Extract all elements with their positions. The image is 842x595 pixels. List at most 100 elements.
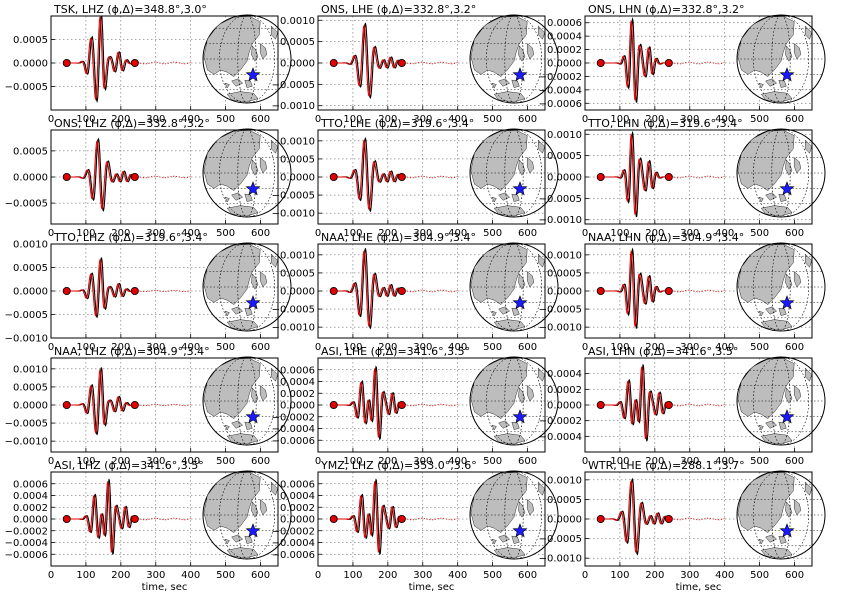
x-tick-label: 100 [76, 228, 95, 239]
event-star-icon [779, 181, 795, 196]
land-shape [737, 16, 795, 77]
panel-title: TTO, LHE (ϕ,Δ)=319.6°,3.4° [320, 117, 474, 130]
window-marker [130, 59, 139, 68]
x-tick-label: 100 [610, 342, 629, 353]
globe-inset [736, 128, 826, 218]
window-marker [62, 515, 71, 524]
window-marker [596, 515, 605, 524]
event-star-icon [512, 181, 528, 196]
land-shape [527, 157, 535, 174]
synthetic-tail-line [668, 517, 725, 521]
synthetic-tail-line [668, 61, 725, 65]
land-shape [737, 130, 795, 191]
globe-inset [202, 242, 292, 332]
axes-frame [584, 15, 813, 111]
x-tick-label: 500 [216, 228, 235, 239]
globe-inset [202, 470, 292, 560]
synthetic-tail-line [401, 517, 458, 521]
x-tick-label: 500 [750, 114, 769, 125]
y-tick-label: 0.0010 [280, 136, 315, 147]
synthetic-tail-line [401, 175, 458, 179]
panel-title: ASI, LHZ (ϕ,Δ)=341.6°,3.5° [54, 459, 204, 472]
x-tick-label: 600 [251, 456, 270, 467]
x-tick-label: 300 [680, 228, 699, 239]
globe-inset [469, 14, 559, 104]
x-tick-label: 0 [48, 228, 54, 239]
y-tick-label: 0.0000 [13, 287, 48, 298]
meridian-line [753, 15, 809, 103]
window-marker [329, 515, 338, 524]
x-tick-label: 200 [111, 570, 130, 581]
land-shape [226, 547, 259, 559]
x-tick-label: 500 [483, 228, 502, 239]
globe-inset [736, 14, 826, 104]
window-marker [397, 515, 406, 524]
window-marker [130, 286, 139, 295]
land-shape [470, 472, 528, 533]
meridian-line [219, 357, 275, 445]
axes-frame [584, 357, 813, 453]
meridian-line [753, 243, 809, 331]
land-shape [226, 433, 259, 445]
land-shape [760, 433, 793, 445]
window-marker [664, 172, 673, 181]
axes-frame [50, 15, 279, 111]
land-shape [527, 385, 535, 402]
x-tick-label: 600 [251, 342, 270, 353]
y-tick-label: 0.0005 [280, 154, 315, 165]
land-shape [737, 244, 795, 305]
x-tick-label: 600 [785, 228, 804, 239]
y-tick-label: −0.0004 [5, 538, 48, 549]
globe-inset [202, 128, 292, 218]
panel-title: ONS, LHZ (ϕ,Δ)=332.8°,3.2° [54, 117, 210, 130]
x-tick-label: 300 [413, 228, 432, 239]
y-tick-label: 0.0004 [280, 491, 315, 502]
x-tick-label: 0 [315, 114, 321, 125]
window-marker [397, 400, 406, 409]
synthetic-tail-line [134, 403, 191, 407]
y-tick-label: −0.0004 [272, 424, 315, 435]
x-tick-label: 300 [413, 342, 432, 353]
x-tick-label: 500 [216, 342, 235, 353]
land-shape [491, 196, 497, 203]
land-shape [203, 358, 261, 419]
axes-frame [50, 129, 279, 225]
x-tick-label: 600 [518, 456, 537, 467]
x-tick-label: 200 [111, 342, 130, 353]
x-tick-label: 200 [378, 114, 397, 125]
land-shape [758, 82, 764, 89]
meridian-line [219, 15, 275, 103]
y-tick-label: 0.0005 [13, 146, 48, 157]
land-shape [226, 205, 259, 217]
panel-5: 0 100 200 300 400 500 600 −0.0010 −0.0005 0.0000 0… [539, 117, 826, 239]
land-shape [765, 534, 777, 543]
synthetic-series-line [600, 19, 669, 101]
land-shape [737, 472, 795, 533]
event-star-icon [245, 181, 261, 196]
y-tick-label: −0.0005 [539, 194, 582, 205]
meridian-line [753, 357, 809, 445]
y-tick-label: 0.0002 [547, 385, 582, 396]
axes-frame [317, 243, 546, 339]
observed-series-line [600, 247, 669, 329]
window-marker [130, 515, 139, 524]
x-tick-label: 300 [680, 342, 699, 353]
land-shape [491, 424, 497, 431]
event-star-icon [245, 67, 261, 82]
land-shape [231, 534, 243, 543]
y-tick-label: −0.0005 [5, 199, 48, 210]
x-tick-label: 0 [315, 570, 321, 581]
y-tick-label: −0.0005 [272, 305, 315, 316]
x-tick-label: 400 [715, 114, 734, 125]
x-tick-label: 600 [518, 114, 537, 125]
y-tick-label: 0.0002 [13, 503, 48, 514]
y-tick-label: −0.0004 [539, 432, 582, 443]
window-marker [397, 172, 406, 181]
meridian-line [219, 471, 275, 559]
window-marker [130, 172, 139, 181]
x-tick-label: 200 [378, 570, 397, 581]
y-tick-label: 0.0000 [547, 173, 582, 184]
x-tick-label: 100 [610, 570, 629, 581]
globe-inset [736, 242, 826, 332]
